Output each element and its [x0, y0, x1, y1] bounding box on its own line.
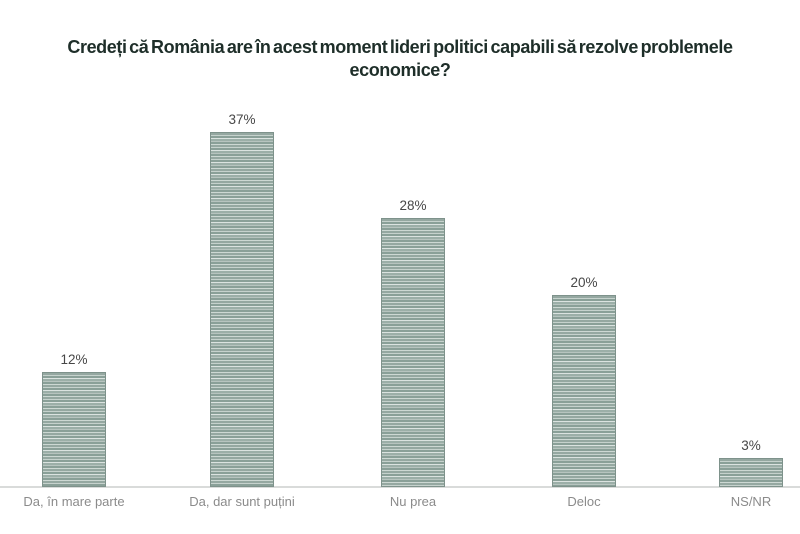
bar-da-dar-sunt-putini	[210, 132, 274, 487]
bar-group-nu-prea: 28%	[333, 198, 493, 487]
value-label: 37%	[228, 112, 256, 127]
bar-ns-nr	[719, 458, 783, 487]
category-label: Deloc	[567, 494, 601, 509]
x-axis-line	[0, 486, 800, 488]
value-label: 20%	[570, 275, 598, 290]
category-label: Da, în mare parte	[23, 494, 125, 509]
bar-group-ns-nr: 3%	[671, 438, 800, 487]
bar-group-deloc: 20%	[504, 275, 664, 487]
bar-group-da-dar-sunt-putini: 37%	[162, 112, 322, 487]
value-label: 28%	[399, 198, 427, 213]
category-label: NS/NR	[730, 494, 772, 509]
value-label: 12%	[60, 352, 88, 367]
bar-da-in-mare-parte	[42, 372, 106, 487]
bar-group-da-in-mare-parte: 12%	[0, 352, 154, 487]
category-label: Nu prea	[389, 494, 437, 509]
value-label: 3%	[741, 438, 761, 453]
bar-deloc	[552, 295, 616, 487]
category-label: Da, dar sunt puțini	[189, 494, 295, 509]
bar-nu-prea	[381, 218, 445, 487]
chart-title: Credeți că România are în acest moment l…	[67, 37, 733, 80]
